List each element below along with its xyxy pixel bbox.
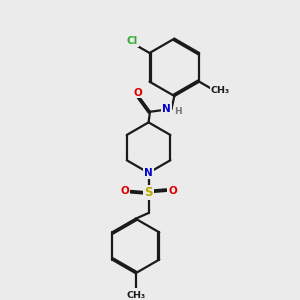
Text: O: O	[168, 186, 177, 196]
Text: Cl: Cl	[127, 36, 138, 46]
Text: CH₃: CH₃	[211, 86, 230, 95]
Text: O: O	[120, 186, 129, 196]
Text: O: O	[133, 88, 142, 98]
Text: H: H	[174, 107, 182, 116]
Text: N: N	[162, 104, 171, 114]
Text: CH₃: CH₃	[126, 291, 145, 300]
Text: S: S	[144, 186, 153, 199]
Text: N: N	[144, 168, 153, 178]
